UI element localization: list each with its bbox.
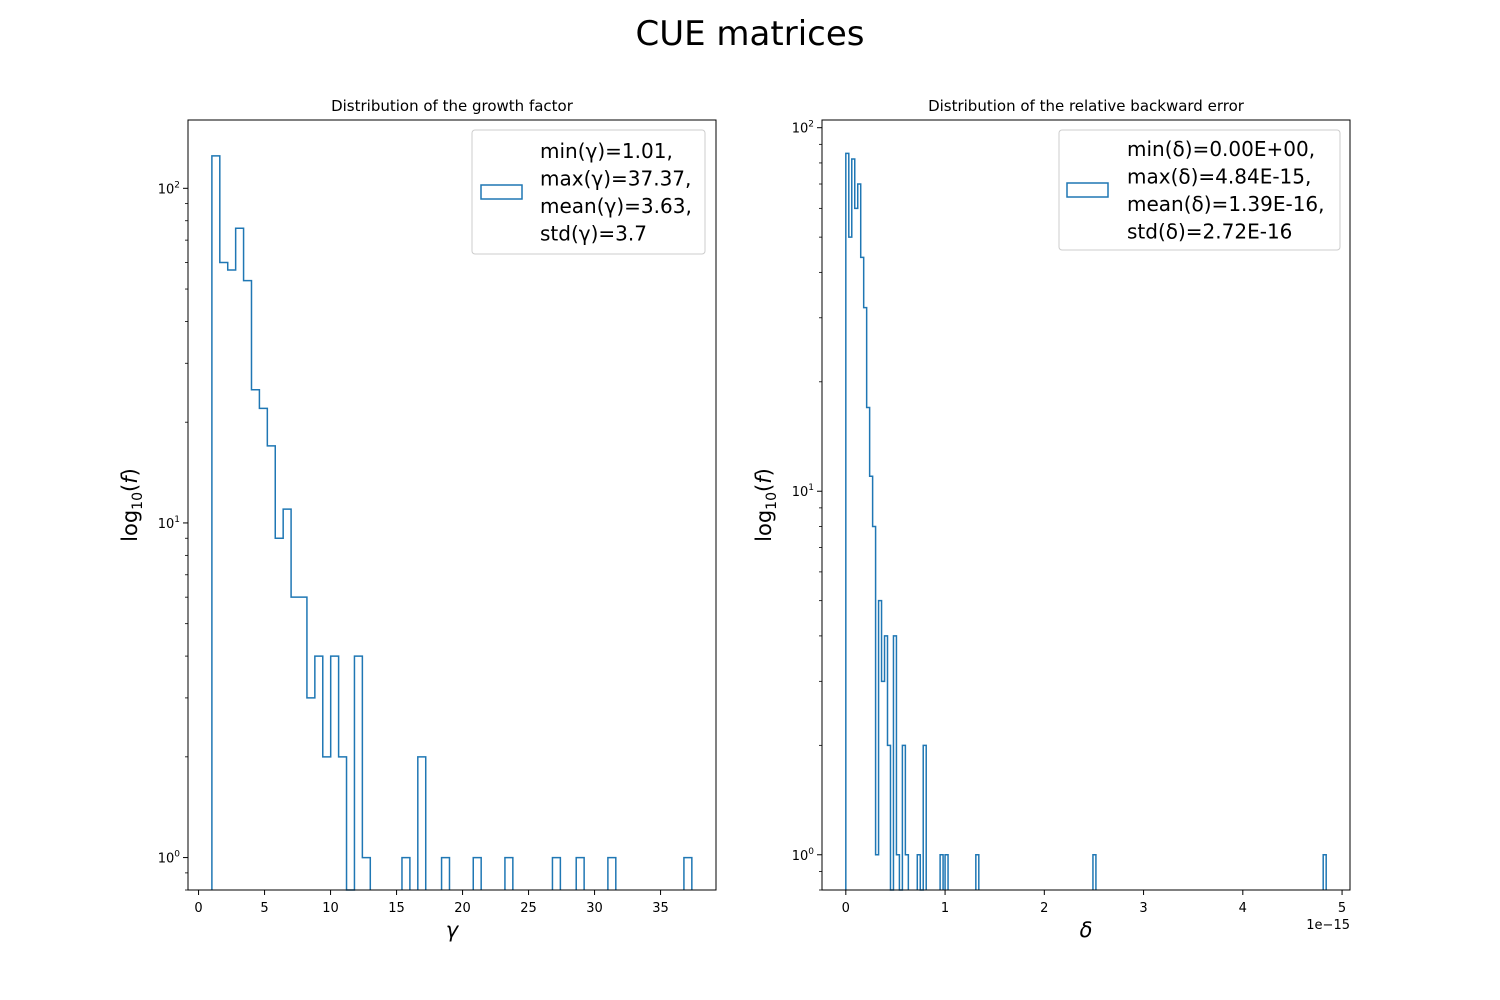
chart-title: Distribution of the relative backward er… <box>928 97 1245 115</box>
x-tick-label: 20 <box>454 901 471 916</box>
x-axis-label: δ <box>1080 918 1093 942</box>
legend-entry-line: mean(γ)=3.63, <box>540 194 692 218</box>
x-tick-label: 0 <box>842 901 850 916</box>
x-tick-label: 4 <box>1239 901 1247 916</box>
x-axis-label: γ <box>446 918 460 942</box>
legend-entry-line: min(δ)=0.00E+00, <box>1127 137 1315 161</box>
x-tick-label: 1 <box>941 901 949 916</box>
x-tick-label: 0 <box>194 901 202 916</box>
legend-entry-line: mean(δ)=1.39E-16, <box>1127 192 1325 216</box>
x-tick-label: 5 <box>1338 901 1346 916</box>
legend-box <box>471 129 706 255</box>
chart-title: Distribution of the growth factor <box>331 97 574 115</box>
y-tick-label: 102 <box>792 120 814 137</box>
x-tick-label: 3 <box>1139 901 1147 916</box>
x-offset-label: 1e−15 <box>1306 918 1350 933</box>
x-tick-label: 25 <box>520 901 537 916</box>
axes-frame <box>821 119 1351 891</box>
y-axis-label: log10(f) <box>118 468 146 542</box>
histogram-step <box>845 152 1327 891</box>
y-tick-label: 100 <box>792 847 815 864</box>
y-tick-label: 101 <box>158 515 180 532</box>
y-tick-label: 102 <box>158 180 180 197</box>
x-tick-label: 35 <box>652 901 669 916</box>
legend-patch <box>480 184 523 200</box>
histogram-step <box>211 155 693 891</box>
x-tick-label: 5 <box>260 901 268 916</box>
axes-frame <box>187 119 717 891</box>
legend-entry-line: max(γ)=37.37, <box>540 166 691 190</box>
legend-entry-line: std(γ)=3.7 <box>540 221 647 245</box>
x-tick-label: 15 <box>388 901 405 916</box>
x-tick-label: 30 <box>586 901 603 916</box>
y-tick-label: 100 <box>158 850 181 867</box>
x-tick-label: 2 <box>1040 901 1048 916</box>
y-tick-label: 101 <box>792 483 814 500</box>
y-axis-label: log10(f) <box>752 468 780 542</box>
growth-factor-panel: Distribution of the growth factor 0 5 10 15 2… <box>118 97 717 942</box>
legend-entry-line: std(δ)=2.72E-16 <box>1127 219 1292 243</box>
legend-box <box>1058 129 1341 251</box>
x-tick-label: 10 <box>322 901 339 916</box>
legend-patch <box>1066 182 1109 198</box>
legend-entry-line: max(δ)=4.84E-15, <box>1127 164 1311 188</box>
legend-entry-line: min(γ)=1.01, <box>540 139 673 163</box>
backward-error-panel: Distribution of the relative backward er… <box>752 97 1351 942</box>
figure-suptitle: CUE matrices <box>635 14 865 54</box>
